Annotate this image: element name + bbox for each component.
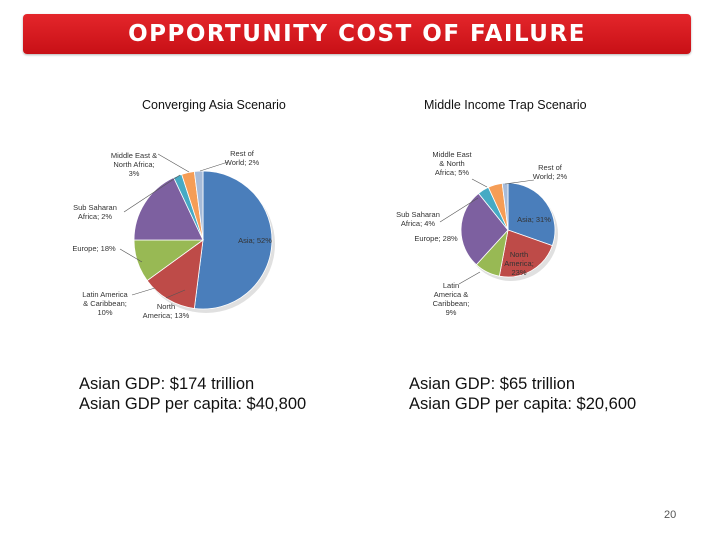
caption-converging-gdp: Asian GDP: $174 trillion (79, 375, 255, 393)
pie-2-leader-latin-america-caribbean (458, 271, 481, 285)
pie-chart-2-title: Middle Income Trap Scenario (424, 98, 587, 112)
pie-2-slice-rest-of-world (501, 182, 509, 231)
pie-1-leader-middle-east-north-africa (157, 153, 190, 173)
pie-2-slice-europe (460, 192, 509, 266)
caption-middle-income: Asian GDP: $65 trillion Asian GDP per ca… (409, 374, 636, 414)
pie-1-label-latin-america-caribbean: Latin America & Caribbean; 10% (82, 290, 128, 317)
pie-1-leader-sub-saharan-africa (123, 174, 181, 213)
pie-1-leader-latin-america-caribbean (131, 287, 156, 296)
caption-converging: Asian GDP: $174 trillion Asian GDP per c… (79, 374, 306, 414)
pie-1-leader-rest-of-world (199, 161, 229, 172)
pie-1-slice-north-america (146, 239, 204, 309)
pie-2-label-middle-east-north-africa: Middle East & North Africa; 5% (432, 150, 472, 177)
pie-1-slice-europe (133, 177, 204, 241)
pie-2-label-latin-america-caribbean: Latin America & Caribbean; 9% (433, 281, 470, 317)
pie-2-label-rest-of-world: Rest of World; 2% (533, 163, 568, 181)
pie-1-slice-asia (193, 170, 273, 310)
caption-middle-income-gdp: Asian GDP: $65 trillion (409, 375, 575, 393)
pie-1-leader-europe (119, 248, 143, 263)
pie-2-leader-middle-east-north-africa (471, 178, 488, 188)
pie-1-leader-north-america (165, 289, 186, 299)
pie-1-label-sub-saharan-africa: Sub Saharan Africa; 2% (73, 203, 117, 221)
pie-1-label-asia: Asia; 52% (238, 236, 272, 245)
pie-2-slice-asia (507, 182, 556, 247)
pie-1-label-north-america: North America; 13% (143, 302, 190, 320)
pie-2-leader-sub-saharan-africa (439, 197, 479, 223)
pie-1-label-europe: Europe; 18% (72, 244, 116, 253)
pie-1-label-rest-of-world: Rest of World; 2% (225, 149, 260, 167)
title-banner: OPPORTUNITY COST OF FAILURE (23, 14, 691, 54)
pie-chart-1-title: Converging Asia Scenario (142, 98, 286, 112)
caption-converging-gdp-per-capita: Asian GDP per capita: $40,800 (79, 395, 307, 413)
pie-2-leader-rest-of-world (504, 179, 535, 185)
pie-1-label-middle-east-north-africa: Middle East & North Africa; 3% (111, 151, 157, 178)
pie-1-slice-rest-of-world (193, 170, 204, 241)
pie-2-label-europe: Europe; 28% (414, 234, 458, 243)
page-number: 20 (664, 509, 677, 521)
caption-middle-income-gdp-per-capita: Asian GDP per capita: $20,600 (409, 395, 637, 413)
pie-2-label-north-america: North America; 23% (504, 250, 534, 277)
pie-2-label-asia: Asia; 31% (517, 215, 551, 224)
slide-title: OPPORTUNITY COST OF FAILURE (128, 21, 586, 47)
pie-2-label-sub-saharan-africa: Sub Saharan Africa; 4% (396, 210, 440, 228)
pie-2-slice-north-america (498, 229, 553, 278)
